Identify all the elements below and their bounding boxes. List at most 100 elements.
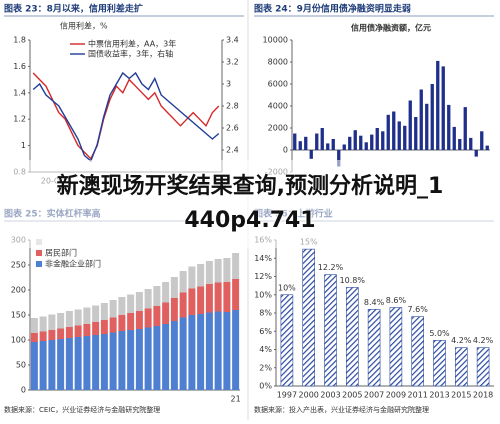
y-tick-label: 150 bbox=[11, 311, 26, 320]
bar bbox=[346, 287, 359, 387]
legend-swatch bbox=[36, 261, 42, 267]
y2-tick-label: 2.6 bbox=[226, 124, 239, 133]
bar-segment bbox=[135, 292, 143, 311]
bar-segment bbox=[170, 298, 178, 321]
value-label: 8.4% bbox=[364, 298, 385, 307]
bar-segment bbox=[179, 271, 187, 293]
legend-label: 居民部门 bbox=[45, 248, 77, 258]
y-tick-label: 1.8 bbox=[13, 36, 26, 45]
bar-segment bbox=[48, 330, 56, 340]
bar-segment bbox=[153, 326, 161, 390]
bar bbox=[452, 126, 456, 150]
bar bbox=[485, 145, 489, 150]
bar bbox=[364, 142, 368, 150]
bar-segment bbox=[57, 328, 65, 339]
bar bbox=[375, 128, 379, 150]
value-label: 10.8% bbox=[340, 276, 366, 285]
source: 数据来源：CEIC，兴业证券经济与金融研究院整理 bbox=[4, 405, 160, 414]
y-tick-label: 14% bbox=[254, 254, 272, 263]
bar-segment bbox=[39, 331, 47, 341]
bar bbox=[370, 134, 374, 150]
bar bbox=[293, 133, 297, 150]
bar-segment bbox=[65, 311, 73, 327]
legend-label: 非金融企业部门 bbox=[45, 259, 101, 269]
value-label: 4.2% bbox=[451, 336, 472, 345]
bar bbox=[430, 84, 434, 150]
bar-segment bbox=[83, 336, 91, 390]
bar-segment bbox=[214, 259, 222, 283]
y-tick-label: 10% bbox=[254, 290, 272, 299]
bar bbox=[348, 136, 352, 150]
bar bbox=[436, 60, 440, 150]
bar bbox=[455, 347, 468, 387]
bar-segment bbox=[127, 313, 135, 330]
bar bbox=[304, 136, 308, 150]
bar-segment bbox=[92, 322, 100, 335]
bar bbox=[331, 139, 335, 150]
y-tick-label: 0% bbox=[259, 382, 272, 391]
bar-segment bbox=[179, 292, 187, 318]
overlay-title: 新澳现场开奖结果查询,预测分析说明_1440p4.741 bbox=[56, 174, 444, 233]
bar bbox=[469, 137, 473, 150]
bar-segment bbox=[223, 312, 231, 390]
bar-segment bbox=[162, 302, 170, 324]
y2-tick-label: 3.2 bbox=[226, 58, 239, 67]
overlay: 新澳现场开奖结果查询,预测分析说明_1440p4.741 bbox=[0, 160, 500, 248]
bar-segment bbox=[39, 341, 47, 390]
bar bbox=[447, 104, 451, 150]
bar-segment bbox=[127, 294, 135, 313]
x-tick-label: 2003 bbox=[320, 391, 340, 400]
bar bbox=[280, 294, 294, 387]
bar bbox=[392, 111, 396, 150]
bar-segment bbox=[205, 284, 213, 313]
bar bbox=[397, 121, 401, 150]
bar-segment bbox=[100, 334, 108, 390]
bar bbox=[298, 141, 302, 150]
bar-segment bbox=[83, 324, 91, 336]
bar bbox=[411, 316, 424, 387]
bar-segment bbox=[214, 311, 222, 390]
bar bbox=[326, 143, 330, 150]
y-tick-label: 2000 bbox=[268, 124, 288, 133]
bar bbox=[320, 128, 324, 150]
value-label: 10% bbox=[278, 283, 296, 292]
y-tick-label: 0 bbox=[21, 386, 26, 395]
bar-segment bbox=[162, 324, 170, 390]
bar-segment bbox=[48, 314, 56, 330]
bar bbox=[414, 117, 418, 150]
bar-segment bbox=[144, 289, 152, 309]
y-tick-label: 0 bbox=[283, 146, 288, 155]
chart-title: 图表 23：8月以来，信用利差走扩 bbox=[4, 3, 143, 15]
source: 数据来源：投入产出表，兴业证券经济与金融研究院整理 bbox=[254, 405, 429, 414]
y-tick-label: 12% bbox=[254, 272, 272, 281]
bar bbox=[463, 107, 467, 150]
bar-segment bbox=[39, 316, 47, 332]
bar-segment bbox=[223, 258, 231, 282]
bar bbox=[403, 125, 407, 150]
y-tick-label: 50 bbox=[16, 361, 26, 370]
bar bbox=[433, 340, 446, 387]
bar-segment bbox=[162, 282, 170, 303]
bar bbox=[474, 150, 478, 157]
y2-tick-label: 2.8 bbox=[226, 102, 239, 111]
bar-segment bbox=[232, 253, 240, 279]
bar-segment bbox=[74, 325, 82, 337]
y-label: 信用利差，% bbox=[60, 21, 108, 31]
x-tick-label: 1997 bbox=[277, 391, 297, 400]
bar-segment bbox=[170, 277, 178, 298]
x-tick-label: 2018 bbox=[473, 391, 493, 400]
bar-segment bbox=[223, 282, 231, 312]
bar-segment bbox=[109, 332, 117, 390]
bar bbox=[419, 89, 423, 150]
bar-segment bbox=[135, 329, 143, 390]
bar bbox=[337, 150, 341, 167]
y-tick-label: 200 bbox=[11, 286, 26, 295]
bar bbox=[441, 66, 445, 150]
bar-segment bbox=[48, 340, 56, 390]
bar-segment bbox=[57, 313, 65, 329]
y-tick-label: 10000 bbox=[263, 36, 288, 45]
bar bbox=[480, 131, 484, 150]
x-tick-label: 2005 bbox=[342, 391, 362, 400]
y-tick-label: 1.2 bbox=[13, 115, 26, 124]
legend-label: 国债收益率，3年，右轴 bbox=[88, 49, 173, 59]
